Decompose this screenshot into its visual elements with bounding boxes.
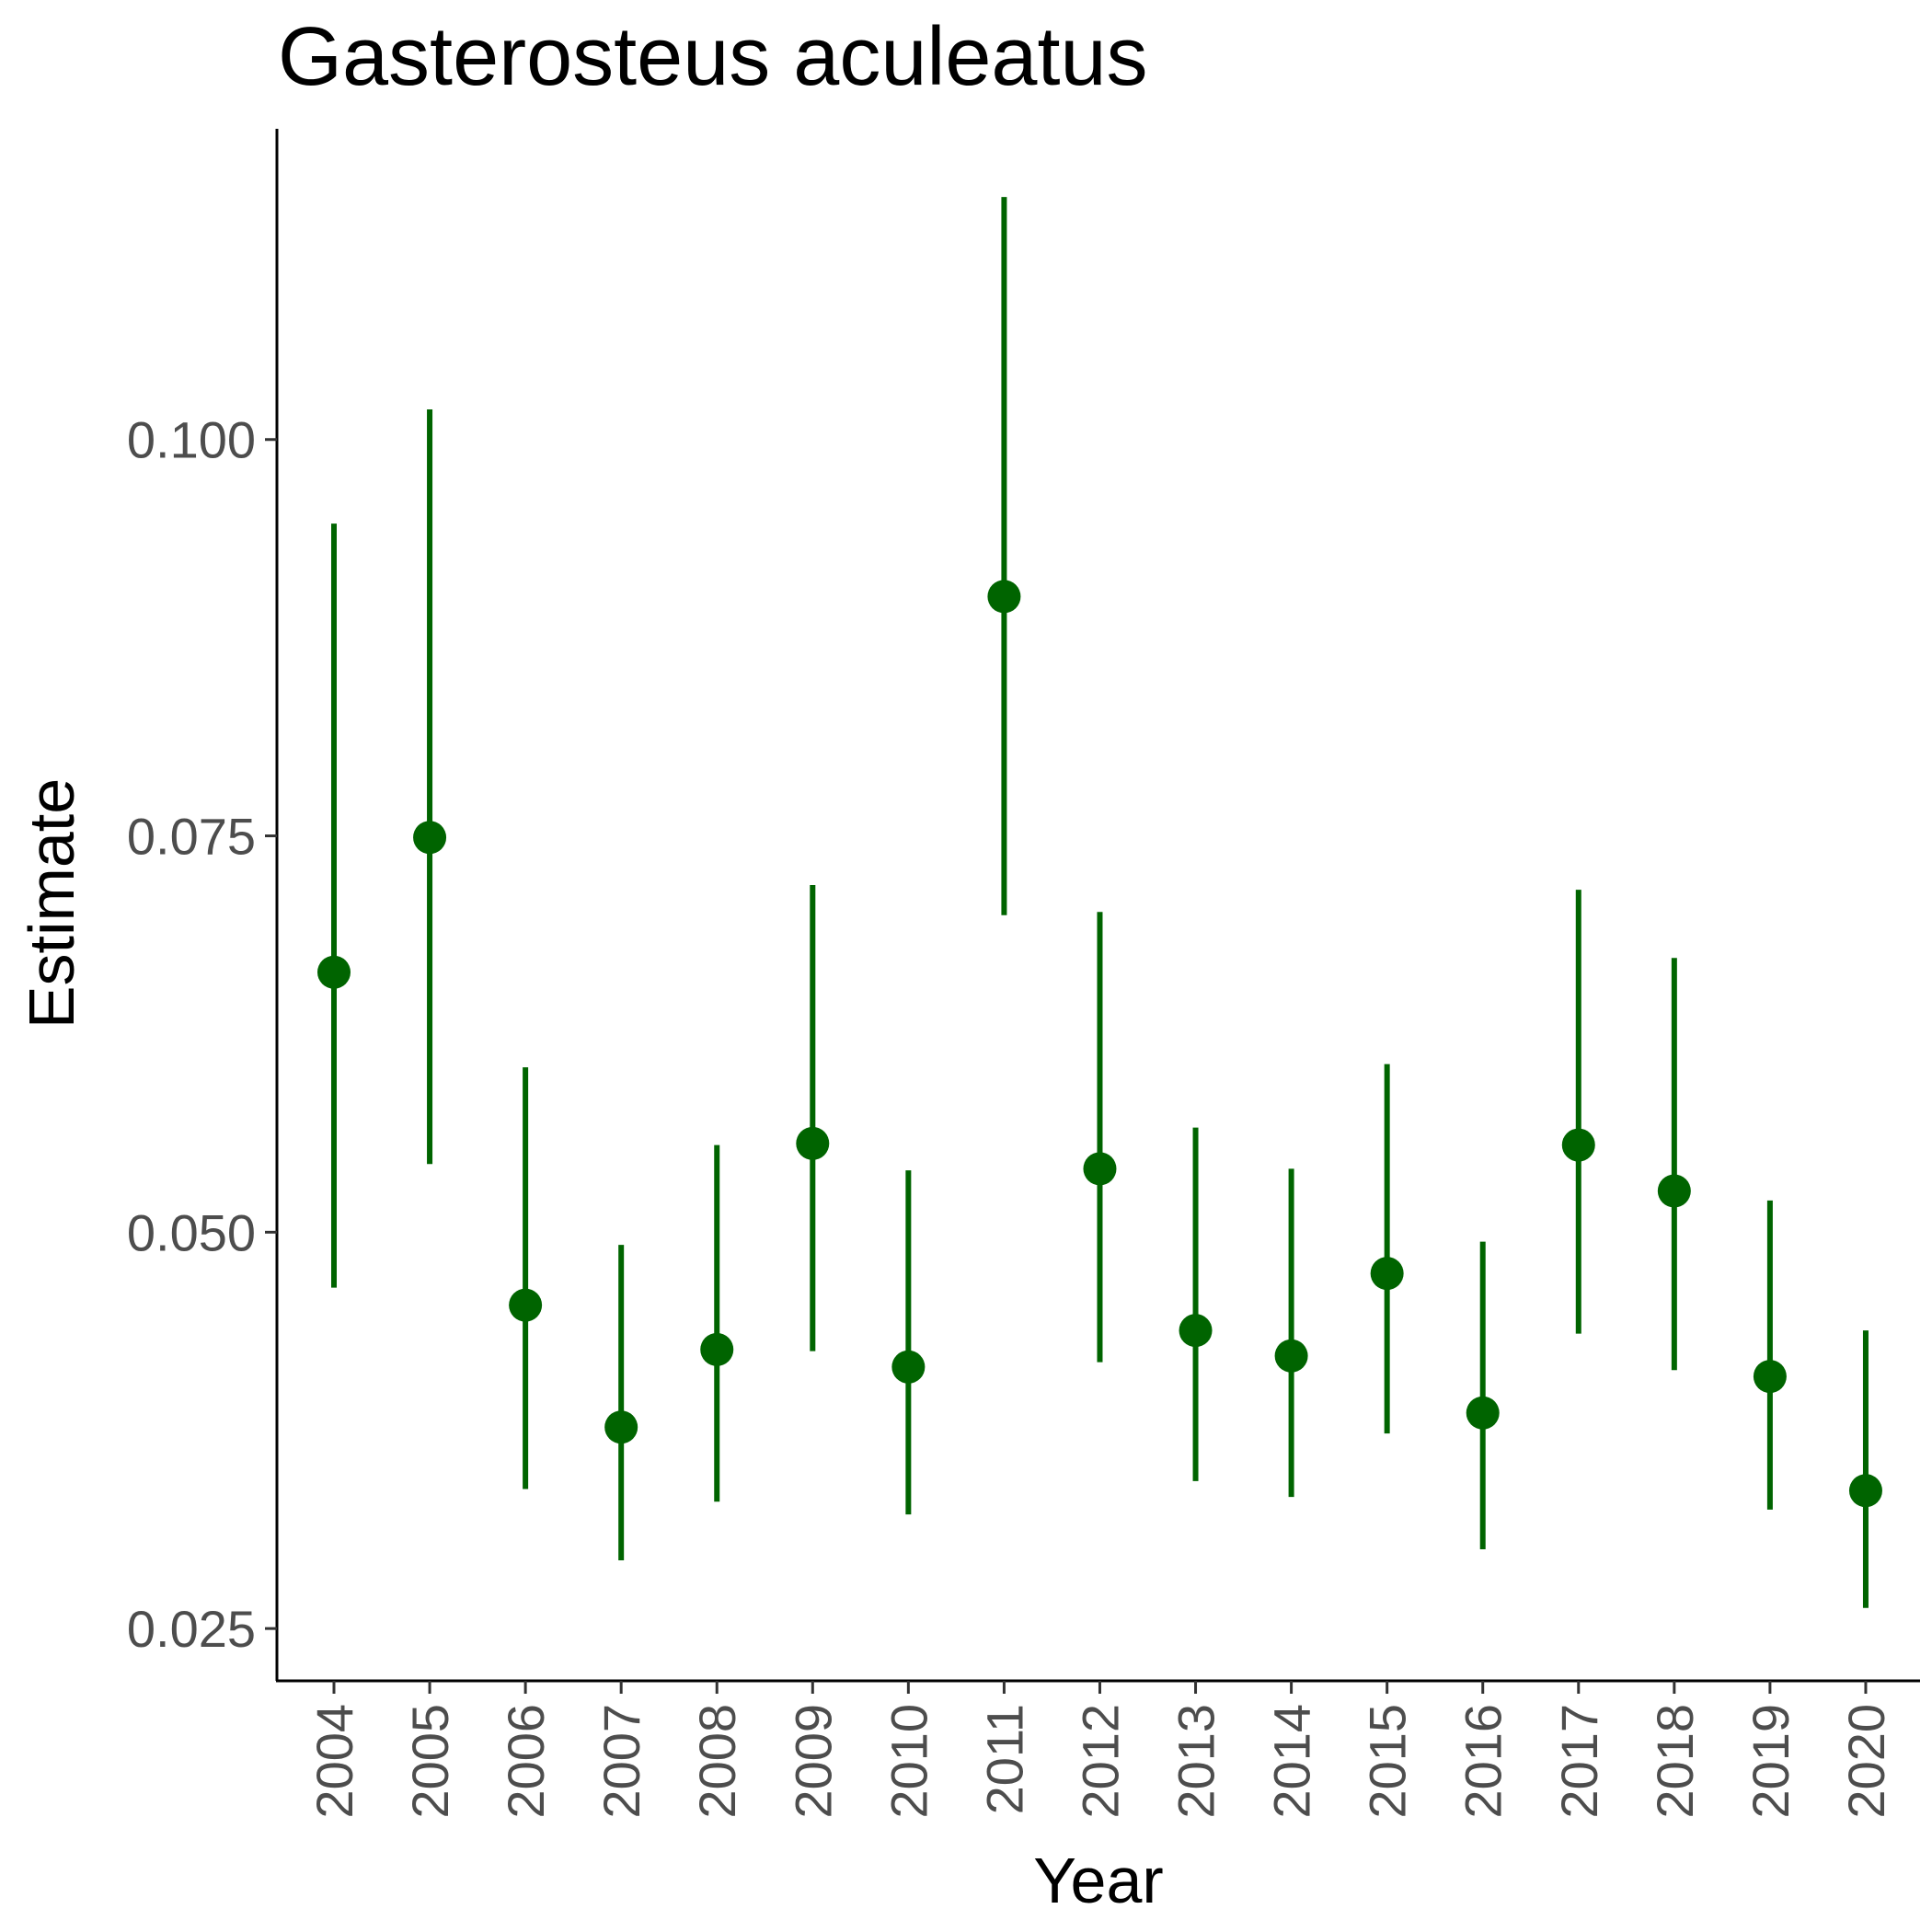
x-tick-label: 2004 bbox=[305, 1704, 363, 1819]
x-tick-label: 2014 bbox=[1263, 1704, 1321, 1819]
x-tick-label: 2018 bbox=[1646, 1704, 1704, 1819]
x-tick-label: 2013 bbox=[1167, 1704, 1225, 1819]
error-bars bbox=[331, 197, 1869, 1608]
data-point bbox=[700, 1332, 734, 1366]
data-point bbox=[1083, 1152, 1117, 1186]
data-point bbox=[1466, 1396, 1500, 1430]
x-tick-label: 2015 bbox=[1359, 1704, 1417, 1819]
x-tick-label: 2006 bbox=[497, 1704, 555, 1819]
data-point bbox=[604, 1410, 638, 1444]
data-points bbox=[317, 580, 1882, 1508]
x-tick-label: 2010 bbox=[880, 1704, 937, 1819]
x-tick-label: 2020 bbox=[1837, 1704, 1895, 1819]
x-tick-label: 2011 bbox=[975, 1704, 1033, 1814]
y-axis-title: Estimate bbox=[16, 778, 87, 1029]
y-tick-label: 0.100 bbox=[127, 411, 256, 469]
x-ticks: 2004 2005 2006 2007 2008 2009 2010 2011 2012 2013… bbox=[305, 1681, 1895, 1819]
data-point bbox=[1848, 1474, 1882, 1508]
x-tick-label: 2007 bbox=[592, 1704, 650, 1819]
y-tick-label: 0.025 bbox=[127, 1600, 256, 1658]
data-point bbox=[1753, 1360, 1787, 1394]
data-point bbox=[1179, 1314, 1213, 1348]
data-point bbox=[987, 580, 1021, 614]
y-tick-label: 0.075 bbox=[127, 808, 256, 866]
x-tick-label: 2012 bbox=[1071, 1704, 1129, 1819]
x-tick-label: 2008 bbox=[688, 1704, 746, 1819]
data-point bbox=[1657, 1174, 1691, 1208]
data-point bbox=[413, 821, 447, 855]
y-ticks: 0.025 0.050 0.075 0.100 bbox=[127, 411, 277, 1658]
data-point bbox=[1561, 1128, 1595, 1162]
data-point bbox=[1370, 1257, 1404, 1291]
x-axis-title: Year bbox=[1033, 1845, 1163, 1916]
x-tick-label: 2005 bbox=[401, 1704, 459, 1819]
data-point bbox=[796, 1126, 830, 1160]
x-axis: 2004 2005 2006 2007 2008 2009 2010 2011 2012 2013… bbox=[276, 1679, 1920, 1819]
data-point bbox=[891, 1350, 926, 1384]
y-axis: 0.025 0.050 0.075 0.100 bbox=[127, 129, 279, 1681]
data-point bbox=[509, 1288, 543, 1322]
x-tick-label: 2019 bbox=[1742, 1704, 1800, 1819]
data-point bbox=[1274, 1339, 1308, 1373]
data-point bbox=[317, 955, 351, 989]
x-tick-label: 2009 bbox=[784, 1704, 842, 1819]
x-tick-label: 2017 bbox=[1550, 1704, 1608, 1819]
y-tick-label: 0.050 bbox=[127, 1203, 256, 1261]
x-tick-label: 2016 bbox=[1455, 1704, 1512, 1819]
chart-title: Gasterosteus aculeatus bbox=[278, 11, 1148, 103]
